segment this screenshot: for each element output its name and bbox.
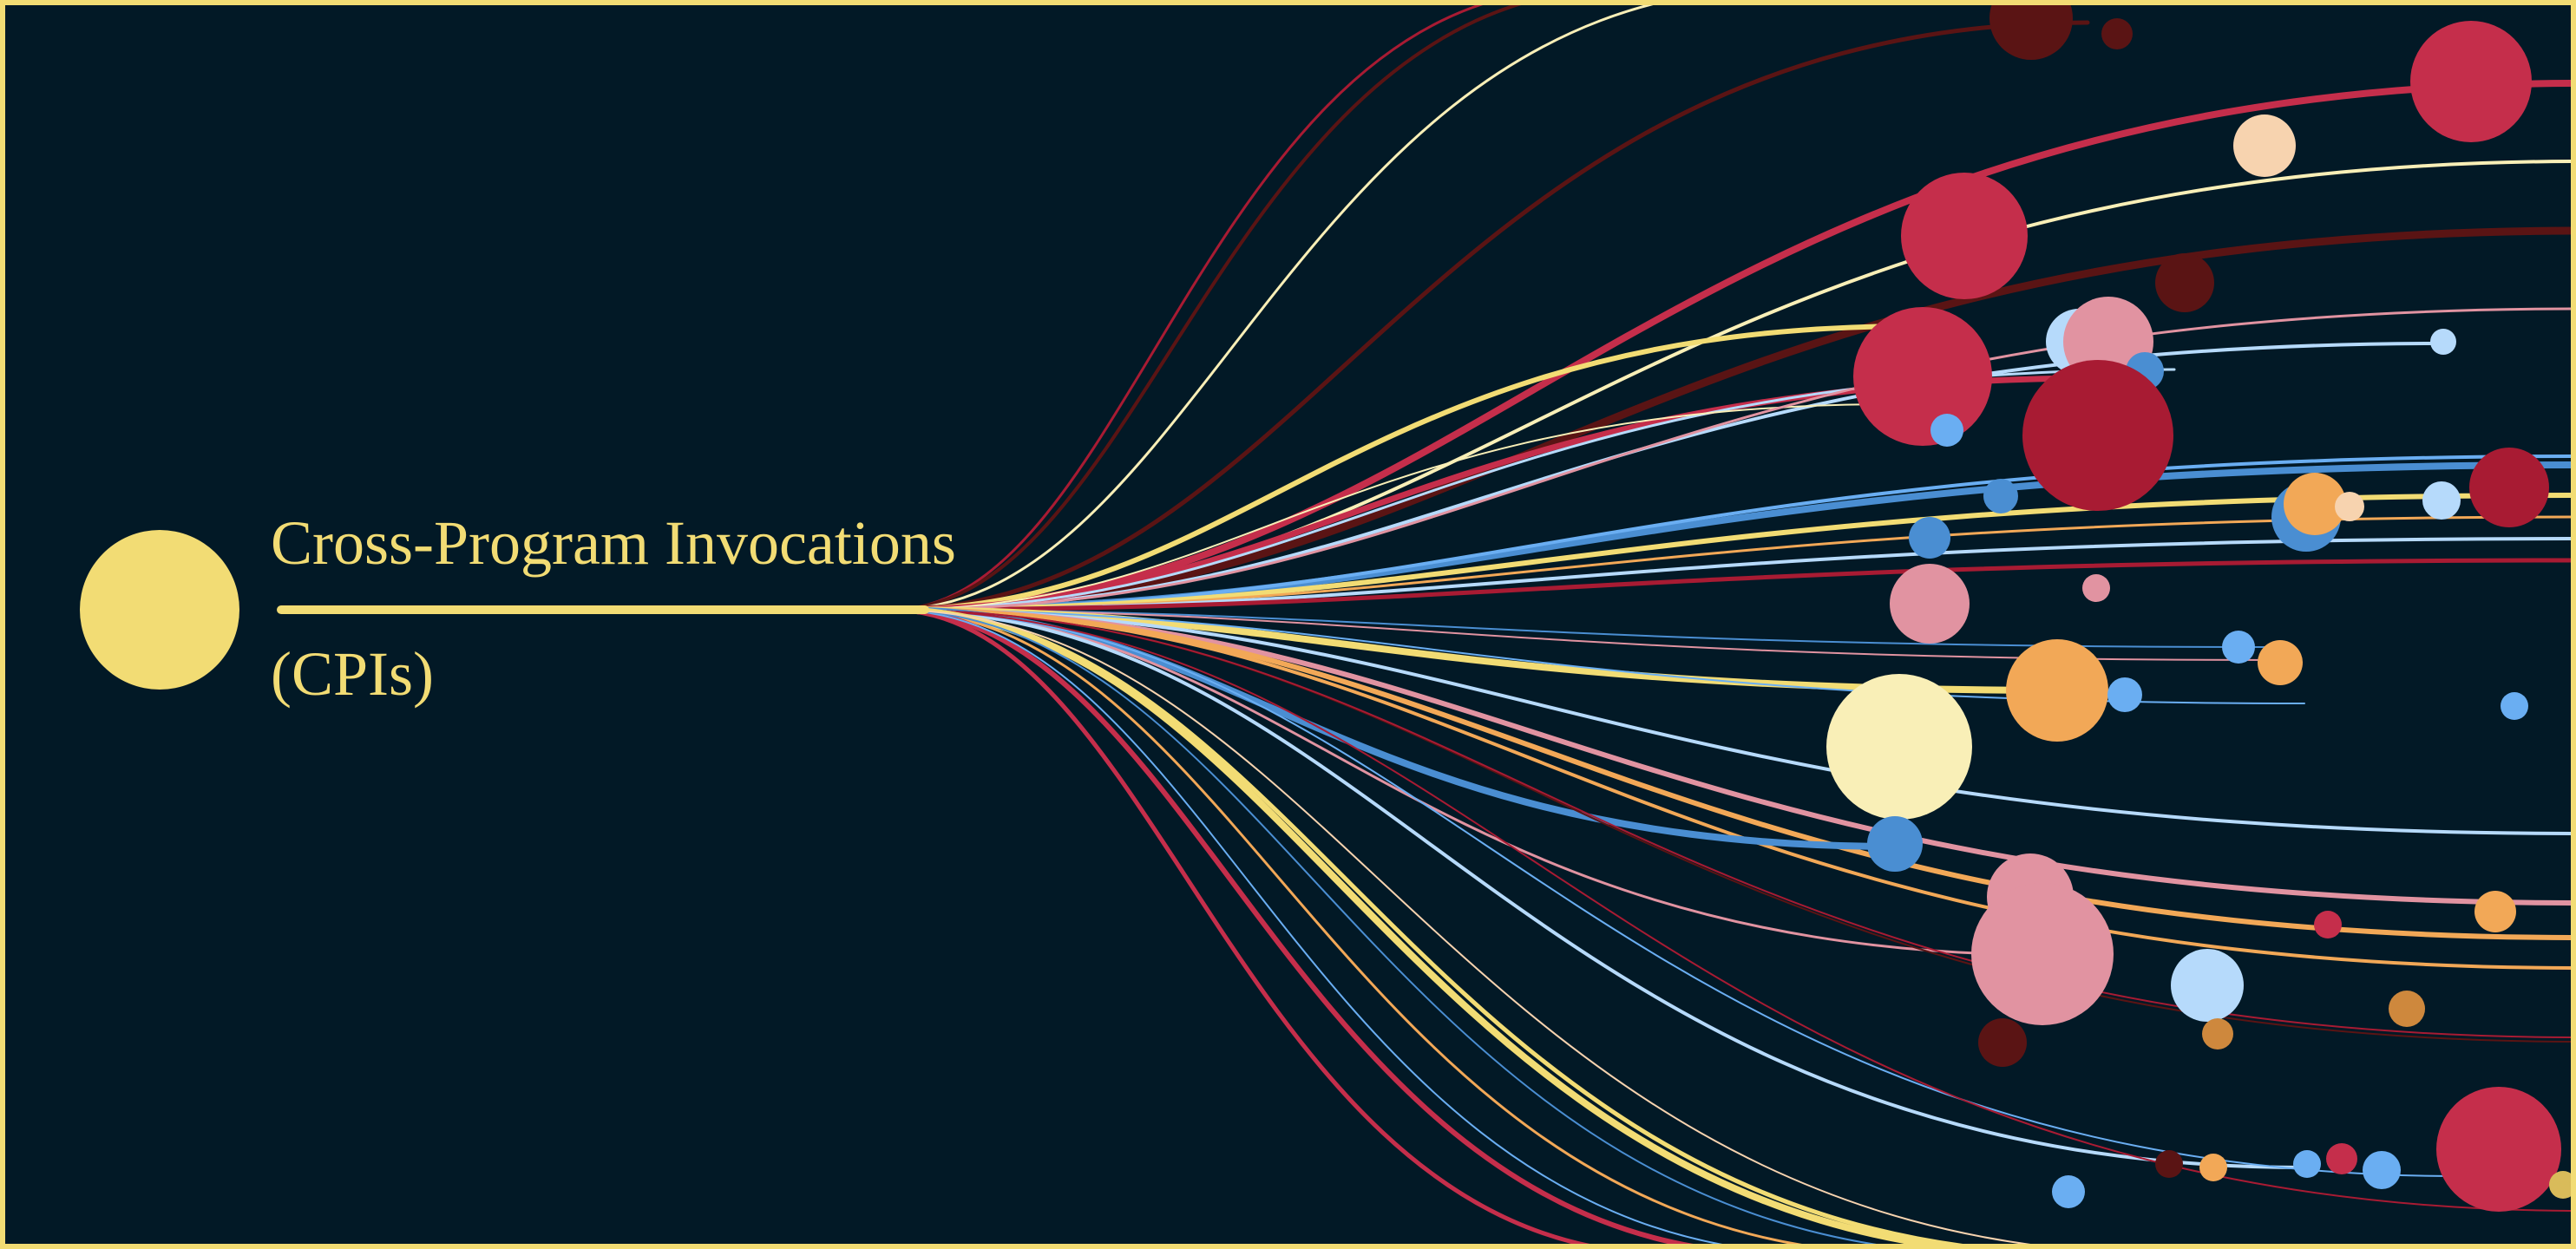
branch-line-34 bbox=[889, 609, 2461, 1177]
branch-node-24 bbox=[2222, 631, 2255, 664]
branch-line-41 bbox=[889, 609, 1723, 1244]
branch-node-21 bbox=[1890, 564, 1970, 644]
branch-node-5 bbox=[1901, 173, 2028, 299]
branch-node-22 bbox=[2082, 574, 2110, 602]
branch-node-39 bbox=[2549, 1171, 2571, 1199]
branch-line-4 bbox=[888, 20, 2090, 612]
branch-node-29 bbox=[1867, 816, 1923, 872]
branch-node-14 bbox=[1983, 479, 2018, 513]
branch-node-9 bbox=[1853, 307, 1992, 446]
branch-node-4 bbox=[2233, 114, 2296, 177]
branch-node-17 bbox=[2284, 473, 2346, 535]
branch-node-11 bbox=[2430, 329, 2456, 355]
branch-line-3 bbox=[888, 5, 1654, 611]
branch-line-40 bbox=[888, 607, 1591, 1244]
branch-line-7 bbox=[886, 226, 2571, 614]
branch-line-5 bbox=[887, 80, 2571, 613]
branch-line-10 bbox=[888, 324, 1917, 612]
branch-node-15 bbox=[2469, 448, 2549, 527]
branch-node-6 bbox=[2155, 253, 2214, 312]
branch-node-26 bbox=[2107, 677, 2142, 712]
branch-node-32 bbox=[2171, 949, 2244, 1022]
branch-node-13 bbox=[1930, 414, 1963, 447]
branch-node-41 bbox=[2155, 1150, 2183, 1178]
branch-node-28 bbox=[1826, 674, 1972, 820]
branch-line-27 bbox=[888, 607, 2571, 940]
branch-line-13 bbox=[888, 493, 2571, 612]
branch-line-24 bbox=[889, 609, 2305, 704]
branch-line-19 bbox=[889, 403, 1898, 611]
branch-node-45 bbox=[2363, 1151, 2401, 1189]
branch-line-33 bbox=[888, 608, 2306, 1169]
branch-node-25 bbox=[2258, 640, 2303, 685]
branch-node-31 bbox=[1971, 883, 2114, 1025]
branch-node-1 bbox=[1989, 5, 2073, 60]
branching-lines-illustration bbox=[80, 5, 2571, 1244]
branch-node-2 bbox=[2101, 18, 2133, 49]
branch-node-38 bbox=[2436, 1087, 2561, 1212]
branch-node-3 bbox=[2410, 21, 2532, 142]
branch-line-22 bbox=[889, 609, 2284, 661]
branch-node-27 bbox=[2501, 692, 2528, 720]
branch-node-19 bbox=[2422, 481, 2461, 520]
branch-node-12 bbox=[2022, 360, 2173, 511]
branch-node-20 bbox=[1909, 517, 1950, 559]
branch-line-2 bbox=[888, 5, 1523, 611]
branch-node-42 bbox=[2199, 1154, 2227, 1181]
branch-line-25 bbox=[888, 608, 2571, 835]
branch-line-1 bbox=[888, 5, 1485, 611]
branch-node-34 bbox=[1978, 1018, 2027, 1067]
branch-node-40 bbox=[2052, 1175, 2085, 1208]
branch-node-44 bbox=[2326, 1143, 2357, 1174]
branch-line-16 bbox=[888, 558, 2571, 612]
branch-line-38 bbox=[888, 608, 1802, 1244]
branch-node-33 bbox=[2202, 1018, 2233, 1050]
branch-node-18 bbox=[2335, 492, 2364, 521]
branch-node-23 bbox=[2006, 639, 2108, 742]
branch-line-37 bbox=[888, 607, 1963, 1244]
branch-line-20 bbox=[888, 307, 2571, 611]
branch-line-42 bbox=[889, 609, 1878, 1244]
branch-line-28 bbox=[888, 608, 2571, 970]
branch-line-43 bbox=[889, 609, 2032, 1244]
title-line-2: (CPIs) bbox=[271, 639, 435, 709]
branch-node-43 bbox=[2293, 1150, 2321, 1178]
branch-node-36 bbox=[2389, 991, 2425, 1027]
branch-line-39 bbox=[888, 607, 1695, 1244]
branch-node-37 bbox=[2474, 891, 2516, 932]
branch-line-32 bbox=[889, 609, 2571, 1038]
title-line-1: Cross-Program Invocations bbox=[271, 508, 956, 578]
origin-node bbox=[80, 530, 239, 690]
branch-node-35 bbox=[2314, 911, 2342, 938]
